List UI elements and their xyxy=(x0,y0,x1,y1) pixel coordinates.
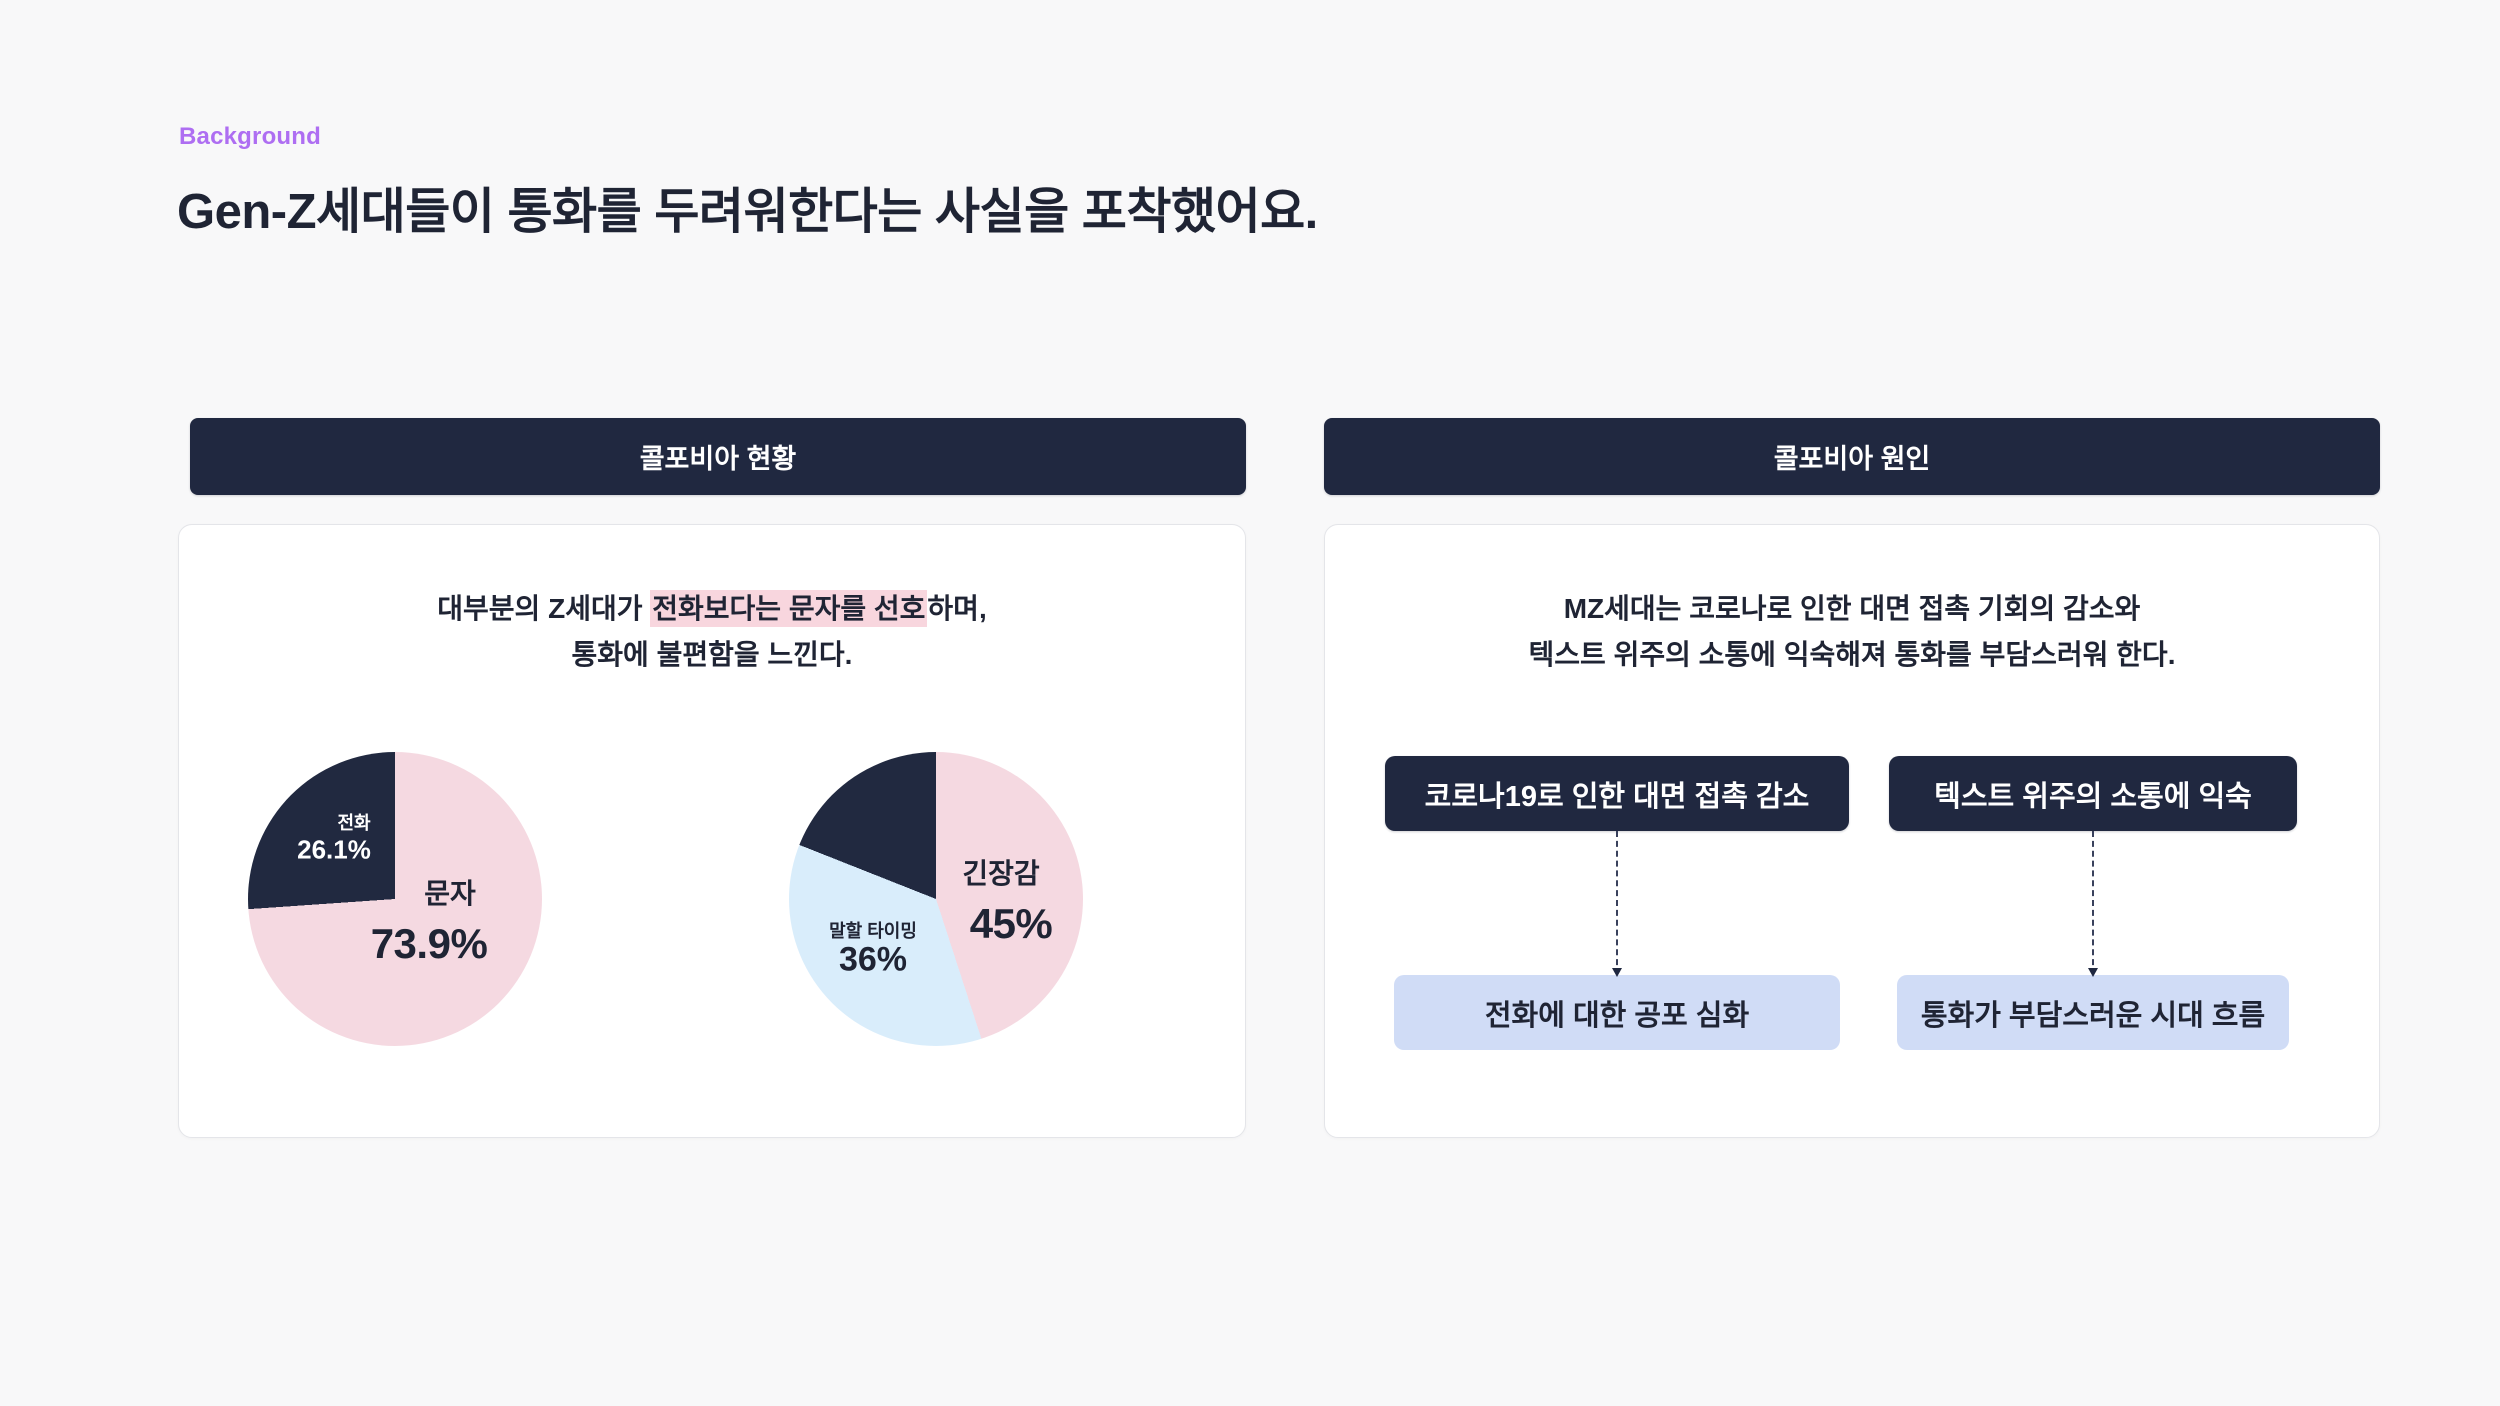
highlighted-text: 전화보다는 문자를 선호 xyxy=(650,590,928,627)
status-description: 대부분의 Z세대가 전화보다는 문자를 선호하며, 통화에 불편함을 느낀다. xyxy=(179,586,1245,678)
flow-column: 코로나19로 인한 대면 접촉 감소 전화에 대한 공포 심화 xyxy=(1385,756,1849,1050)
pie-slice-label: 말할 타이밍 xyxy=(829,921,917,941)
cause-description: MZ세대는 코로나로 인한 대면 접촉 기회의 감소와 텍스트 위주의 소통에 … xyxy=(1325,586,2379,678)
flow-column: 텍스트 위주의 소통에 익숙 통화가 부담스러운 시대 흐름 xyxy=(1889,756,2297,1050)
status-section-header-label: 콜포비아 현황 xyxy=(639,444,797,474)
effect-box: 통화가 부담스러운 시대 흐름 xyxy=(1897,975,2289,1050)
cause-section: 콜포비아 원인 MZ세대는 코로나로 인한 대면 접촉 기회의 감소와 텍스트 … xyxy=(1324,418,2380,1138)
pie-chart-preference: 전화 26.1% 문자 73.9% xyxy=(248,752,542,1046)
cause-section-header: 콜포비아 원인 xyxy=(1324,418,2380,495)
pie-slice-label: 전화 xyxy=(337,813,371,833)
status-desc-line2: 통화에 불편함을 느낀다. xyxy=(571,639,853,670)
cause-box: 코로나19로 인한 대면 접촉 감소 xyxy=(1385,756,1849,831)
pie-chart-discomfort-reason: 긴장감 45% 말할 타이밍 36% xyxy=(789,752,1083,1046)
pie-slice-value: 26.1% xyxy=(297,834,371,865)
pie-slice-value: 73.9% xyxy=(370,920,488,967)
status-section-header: 콜포비아 현황 xyxy=(190,418,1246,495)
pie-slice-label: 긴장감 xyxy=(962,858,1040,889)
effect-box: 전화에 대한 공포 심화 xyxy=(1394,975,1840,1050)
pie-slice-value: 36% xyxy=(838,940,908,979)
cause-card: MZ세대는 코로나로 인한 대면 접촉 기회의 감소와 텍스트 위주의 소통에 … xyxy=(1324,524,2380,1138)
dotted-arrow-connector xyxy=(1612,831,1622,977)
arrow-down-icon xyxy=(2088,968,2098,977)
page-title: Gen-Z세대들이 통화를 두려워한다는 사실을 포착했어요. xyxy=(177,185,1318,239)
cause-section-header-label: 콜포비아 원인 xyxy=(1773,444,1931,474)
cause-desc-line2: 텍스트 위주의 소통에 익숙해져 통화를 부담스러워 한다. xyxy=(1528,639,2176,670)
status-section: 콜포비아 현황 대부분의 Z세대가 전화보다는 문자를 선호하며, 통화에 불편… xyxy=(178,418,1246,1138)
pie-slice-label: 문자 xyxy=(424,878,476,909)
pie-slice-value: 45% xyxy=(969,900,1053,947)
cause-box: 텍스트 위주의 소통에 익숙 xyxy=(1889,756,2297,831)
dotted-arrow-connector xyxy=(2088,831,2098,977)
cause-desc-line1: MZ세대는 코로나로 인한 대면 접촉 기회의 감소와 xyxy=(1563,593,2141,624)
status-desc-line1: 대부분의 Z세대가 전화보다는 문자를 선호하며, xyxy=(437,590,987,627)
eyebrow-label: Background xyxy=(179,123,322,150)
status-card: 대부분의 Z세대가 전화보다는 문자를 선호하며, 통화에 불편함을 느낀다. … xyxy=(178,524,1246,1138)
arrow-down-icon xyxy=(1612,968,1622,977)
